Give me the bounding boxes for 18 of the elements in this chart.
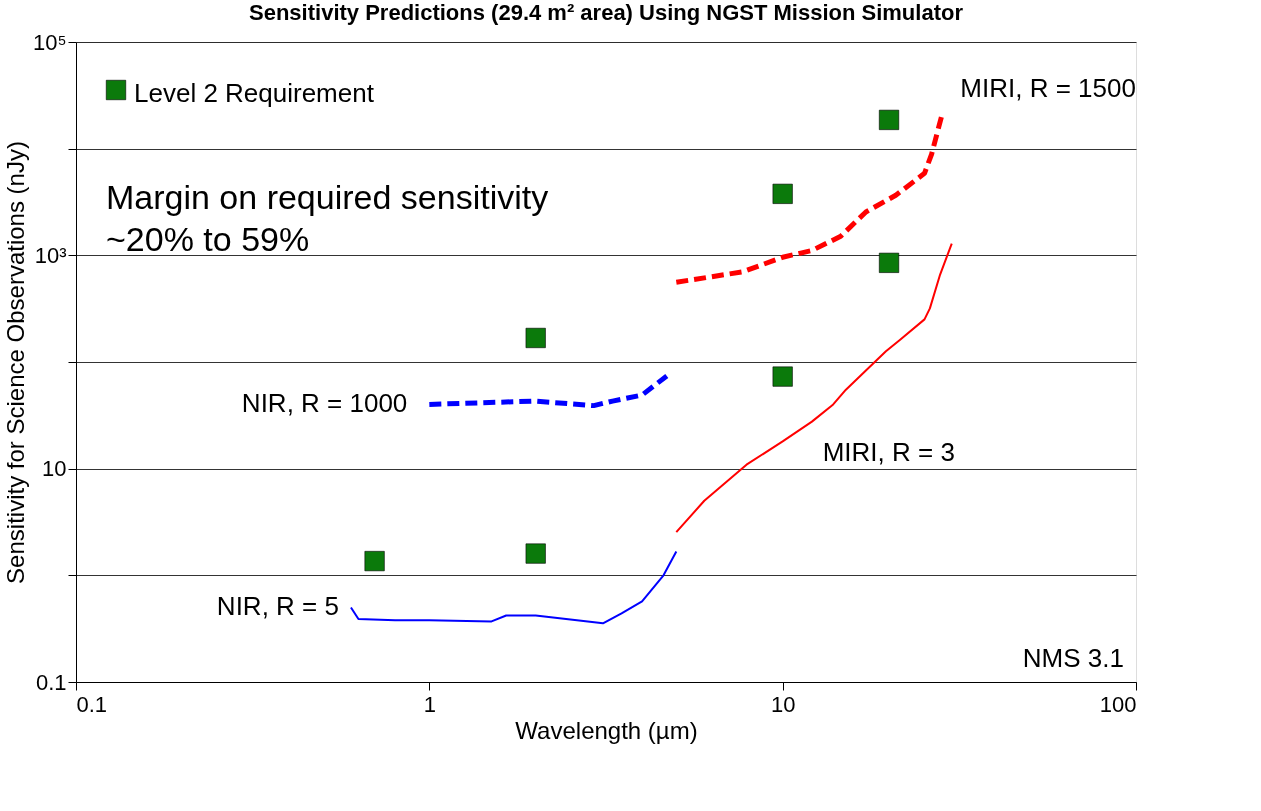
- y-axis-title: Sensitivity for Science Observations (nJy): [1, 141, 29, 584]
- series-label: NIR, R = 1000: [241, 388, 408, 419]
- chart-title: Sensitivity Predictions (29.4 m² area) Using NGST Mission Simulator: [249, 0, 964, 25]
- x-tick-label: 10: [770, 691, 796, 717]
- y-tick-label: 10⁵: [32, 29, 67, 55]
- x-tick-label: 0.1: [76, 691, 108, 717]
- x-tick-label: 100: [1099, 691, 1137, 717]
- y-tick-label: 10³: [34, 242, 67, 268]
- x-tick-label: 1: [423, 691, 436, 717]
- annotation: NMS 3.1: [1022, 643, 1124, 673]
- y-tick-label: 10: [42, 456, 67, 482]
- annotation: Margin on required sensitivity ~20% to 59%: [106, 178, 549, 258]
- y-tick-label: 0.1: [35, 669, 67, 695]
- series-label: NIR, R = 5: [216, 591, 339, 622]
- series-label: MIRI, R = 3: [822, 437, 955, 468]
- legend-label: Level 2 Requirement: [134, 78, 375, 108]
- series-label: MIRI, R = 1500: [960, 72, 1136, 103]
- x-axis-title: Wavelength (µm): [515, 716, 698, 744]
